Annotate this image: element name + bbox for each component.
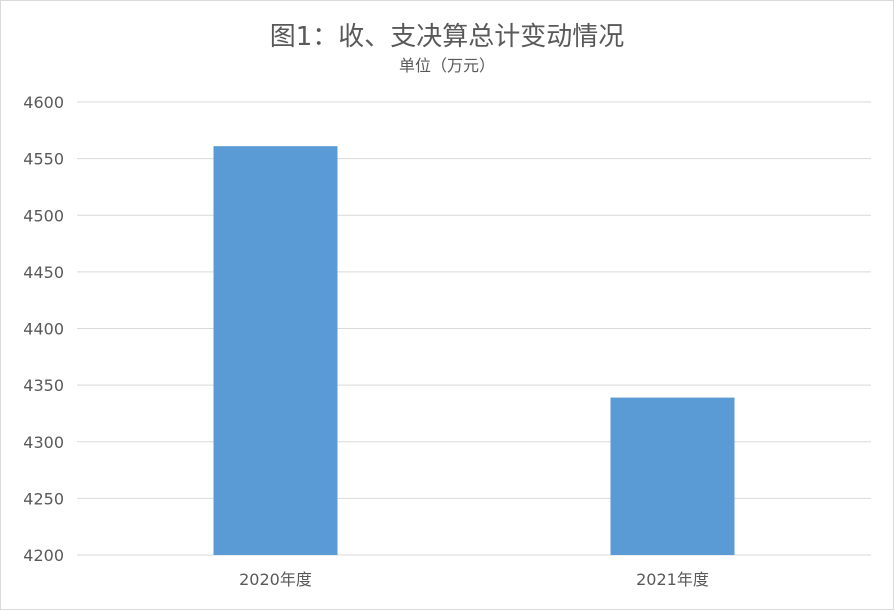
y-tick-label: 4550 (23, 150, 64, 169)
y-tick-label: 4200 (23, 546, 64, 565)
y-tick-label: 4500 (23, 206, 64, 225)
chart-subtitle: 单位（万元） (398, 56, 495, 75)
bar (610, 397, 735, 555)
x-tick-label: 2021年度 (636, 570, 709, 589)
y-tick-label: 4250 (23, 489, 64, 508)
y-tick-label: 4600 (23, 93, 64, 112)
y-tick-label: 4350 (23, 376, 64, 395)
y-tick-label: 4450 (23, 263, 64, 282)
y-tick-label: 4300 (23, 433, 64, 452)
x-tick-label: 2020年度 (239, 570, 312, 589)
bar (213, 146, 338, 556)
chart-title: 图1：收、支决算总计变动情况 (269, 22, 625, 52)
y-tick-label: 4400 (23, 320, 64, 339)
